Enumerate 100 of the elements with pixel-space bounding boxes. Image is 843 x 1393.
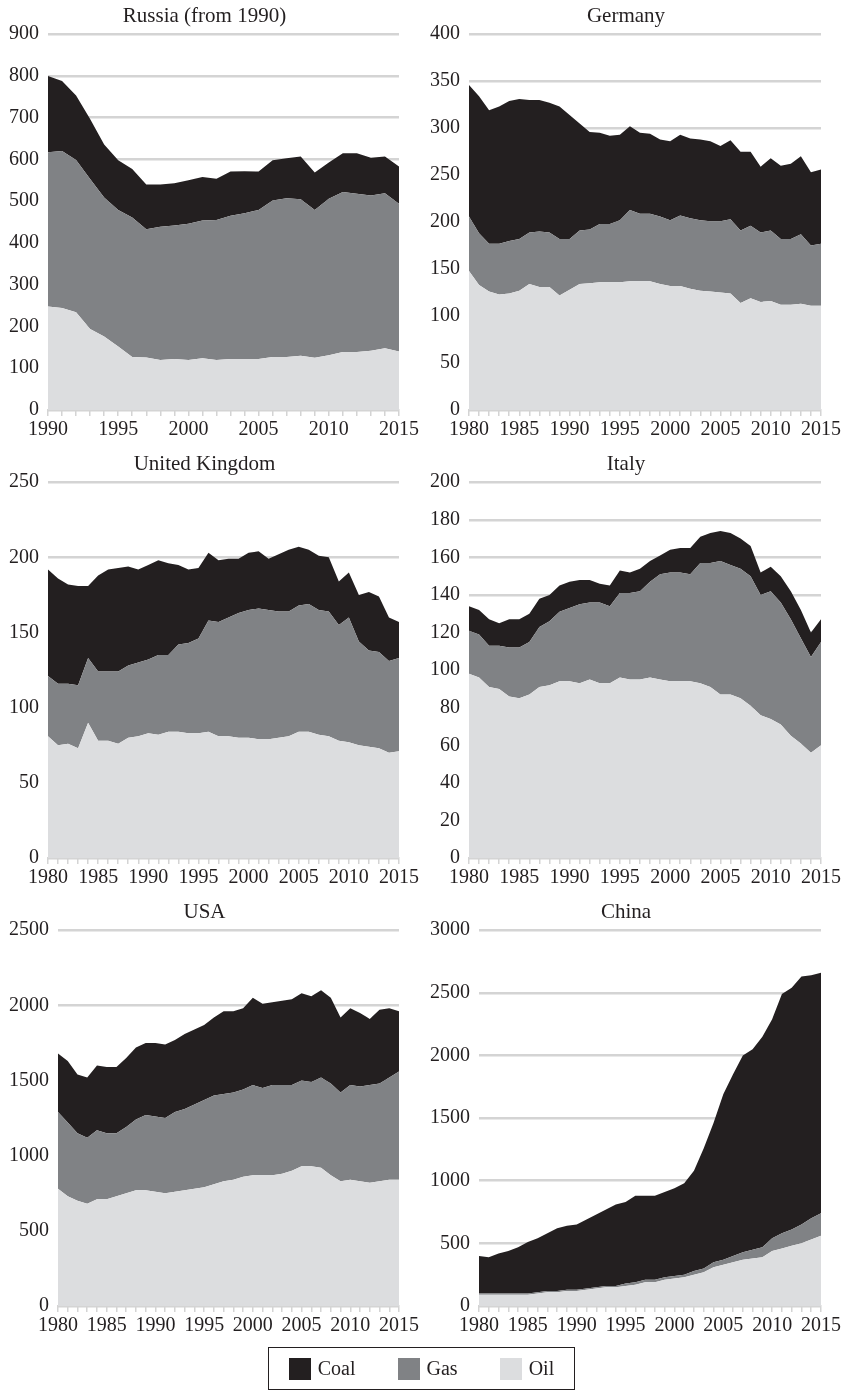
y-tick-label: 0 xyxy=(450,845,460,868)
x-tick-label: 2000 xyxy=(650,417,691,440)
y-tick-label: 500 xyxy=(440,1230,470,1253)
x-tick-label: 1980 xyxy=(459,1313,499,1336)
x-tick-label: 2010 xyxy=(750,865,791,888)
legend-label: Coal xyxy=(317,1357,356,1380)
y-tick-label: 150 xyxy=(430,256,460,279)
y-tick-label: 20 xyxy=(440,807,460,830)
x-tick-label: 2010 xyxy=(752,1313,793,1336)
x-tick-label: 2015 xyxy=(379,1313,419,1336)
y-tick-label: 400 xyxy=(9,230,39,253)
y-tick-label: 0 xyxy=(29,845,39,868)
y-tick-label: 100 xyxy=(9,694,39,717)
x-tick-label: 1995 xyxy=(605,1313,646,1336)
x-tick-label: 1985 xyxy=(86,1313,127,1336)
y-tick-label: 200 xyxy=(430,469,460,492)
y-tick-label: 100 xyxy=(430,657,460,680)
y-tick-label: 500 xyxy=(9,188,39,211)
x-tick-label: 2000 xyxy=(232,1313,273,1336)
x-tick-label: 1995 xyxy=(599,417,640,440)
y-tick-label: 0 xyxy=(29,397,39,420)
y-tick-label: 200 xyxy=(9,313,39,336)
x-tick-label: 2015 xyxy=(801,417,841,440)
y-tick-label: 1000 xyxy=(9,1142,49,1165)
x-tick-label: 2000 xyxy=(168,417,209,440)
y-tick-label: 0 xyxy=(460,1293,470,1316)
y-tick-label: 0 xyxy=(450,397,460,420)
x-tick-label: 1980 xyxy=(449,417,489,440)
x-tick-label: 1990 xyxy=(135,1313,176,1336)
y-tick-label: 200 xyxy=(9,544,39,567)
y-tick-label: 300 xyxy=(430,115,460,138)
y-tick-label: 50 xyxy=(440,350,460,373)
x-tick-label: 1980 xyxy=(449,865,489,888)
y-tick-label: 100 xyxy=(9,355,39,378)
x-tick-label: 2005 xyxy=(700,865,741,888)
y-tick-label: 2500 xyxy=(430,980,470,1003)
y-tick-label: 1000 xyxy=(430,1167,470,1190)
y-tick-label: 2500 xyxy=(9,917,49,940)
y-tick-label: 60 xyxy=(440,732,460,755)
x-tick-label: 2015 xyxy=(379,865,419,888)
y-tick-label: 250 xyxy=(9,469,39,492)
y-tick-label: 0 xyxy=(39,1293,49,1316)
x-tick-label: 2010 xyxy=(308,417,349,440)
y-tick-label: 1500 xyxy=(430,1105,470,1128)
y-tick-label: 120 xyxy=(430,619,460,642)
legend-label: Oil xyxy=(528,1357,555,1380)
x-tick-label: 1990 xyxy=(128,865,169,888)
x-tick-label: 1995 xyxy=(599,865,640,888)
x-tick-label: 1985 xyxy=(499,865,540,888)
x-tick-label: 2010 xyxy=(330,1313,371,1336)
x-tick-label: 1985 xyxy=(78,865,119,888)
x-tick-label: 2015 xyxy=(801,865,841,888)
y-tick-label: 3000 xyxy=(430,917,470,940)
x-tick-label: 2005 xyxy=(238,417,279,440)
legend-label: Gas xyxy=(426,1357,458,1380)
x-tick-label: 2005 xyxy=(281,1313,322,1336)
x-tick-label: 2010 xyxy=(328,865,369,888)
x-tick-label: 2010 xyxy=(750,417,791,440)
chart-title: USA xyxy=(183,899,227,924)
x-tick-label: 2015 xyxy=(379,417,419,440)
y-tick-label: 150 xyxy=(9,619,39,642)
x-tick-label: 1990 xyxy=(549,865,590,888)
y-tick-label: 400 xyxy=(430,21,460,44)
x-tick-label: 1985 xyxy=(507,1313,548,1336)
x-tick-label: 2000 xyxy=(228,865,269,888)
chart-title: United Kingdom xyxy=(133,451,276,476)
y-tick-label: 80 xyxy=(440,694,460,717)
chart-title: China xyxy=(600,899,652,924)
y-tick-label: 300 xyxy=(9,271,39,294)
chart-title: Russia (from 1990) xyxy=(122,3,287,28)
y-tick-label: 2000 xyxy=(9,992,49,1015)
y-tick-label: 200 xyxy=(430,209,460,232)
x-tick-label: 1990 xyxy=(549,417,590,440)
y-tick-label: 800 xyxy=(9,63,39,86)
x-tick-label: 1980 xyxy=(28,865,68,888)
y-tick-label: 140 xyxy=(430,582,460,605)
x-tick-label: 1995 xyxy=(178,865,219,888)
chart-title: Italy xyxy=(606,451,646,476)
x-tick-label: 2005 xyxy=(700,417,741,440)
y-tick-label: 50 xyxy=(19,770,39,793)
x-tick-label: 2000 xyxy=(654,1313,695,1336)
y-tick-label: 600 xyxy=(9,146,39,169)
x-tick-label: 1995 xyxy=(184,1313,225,1336)
y-tick-label: 2000 xyxy=(430,1042,470,1065)
x-tick-label: 2000 xyxy=(650,865,691,888)
y-tick-label: 700 xyxy=(9,104,39,127)
y-tick-label: 350 xyxy=(430,68,460,91)
y-tick-label: 1500 xyxy=(9,1067,49,1090)
y-tick-label: 100 xyxy=(430,303,460,326)
x-tick-label: 1990 xyxy=(556,1313,597,1336)
y-tick-label: 250 xyxy=(430,162,460,185)
x-tick-label: 2005 xyxy=(278,865,319,888)
y-tick-label: 160 xyxy=(430,544,460,567)
y-tick-label: 900 xyxy=(9,21,39,44)
x-tick-label: 1980 xyxy=(38,1313,78,1336)
x-tick-label: 2005 xyxy=(703,1313,744,1336)
x-tick-label: 1990 xyxy=(28,417,68,440)
x-tick-label: 1985 xyxy=(499,417,540,440)
y-tick-label: 500 xyxy=(19,1218,49,1241)
x-tick-label: 1995 xyxy=(98,417,139,440)
